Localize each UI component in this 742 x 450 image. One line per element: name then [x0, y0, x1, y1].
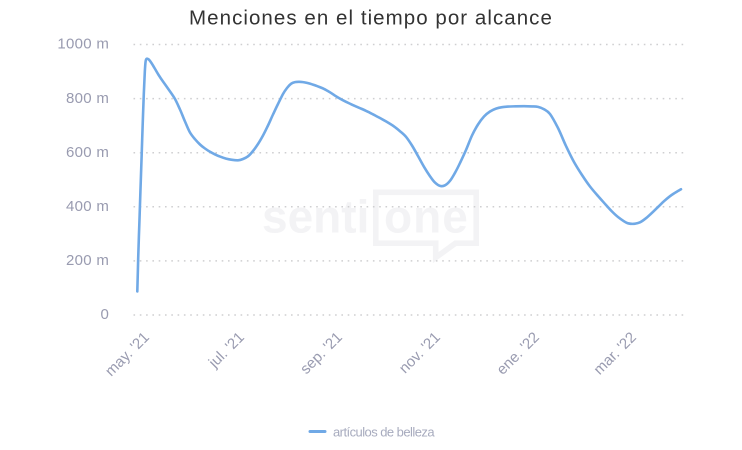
svg-text:200 m: 200 m: [66, 252, 109, 269]
svg-text:senti: senti: [262, 191, 369, 243]
svg-text:artículos de belleza: artículos de belleza: [333, 425, 435, 440]
svg-text:nov. '21: nov. '21: [396, 329, 444, 377]
svg-text:one: one: [384, 191, 469, 243]
svg-text:400 m: 400 m: [66, 198, 109, 215]
svg-text:jul. '21: jul. '21: [205, 329, 248, 372]
svg-text:ene. '22: ene. '22: [493, 329, 542, 378]
svg-text:mar. '22: mar. '22: [590, 329, 639, 378]
svg-text:600 m: 600 m: [66, 144, 109, 161]
svg-text:Menciones en el tiempo por alc: Menciones en el tiempo por alcance: [189, 6, 553, 29]
svg-text:800 m: 800 m: [66, 90, 109, 107]
svg-text:0: 0: [101, 306, 110, 323]
svg-text:sep. '21: sep. '21: [297, 329, 346, 378]
svg-text:1000 m: 1000 m: [57, 36, 109, 53]
svg-text:may. '21: may. '21: [102, 329, 153, 380]
